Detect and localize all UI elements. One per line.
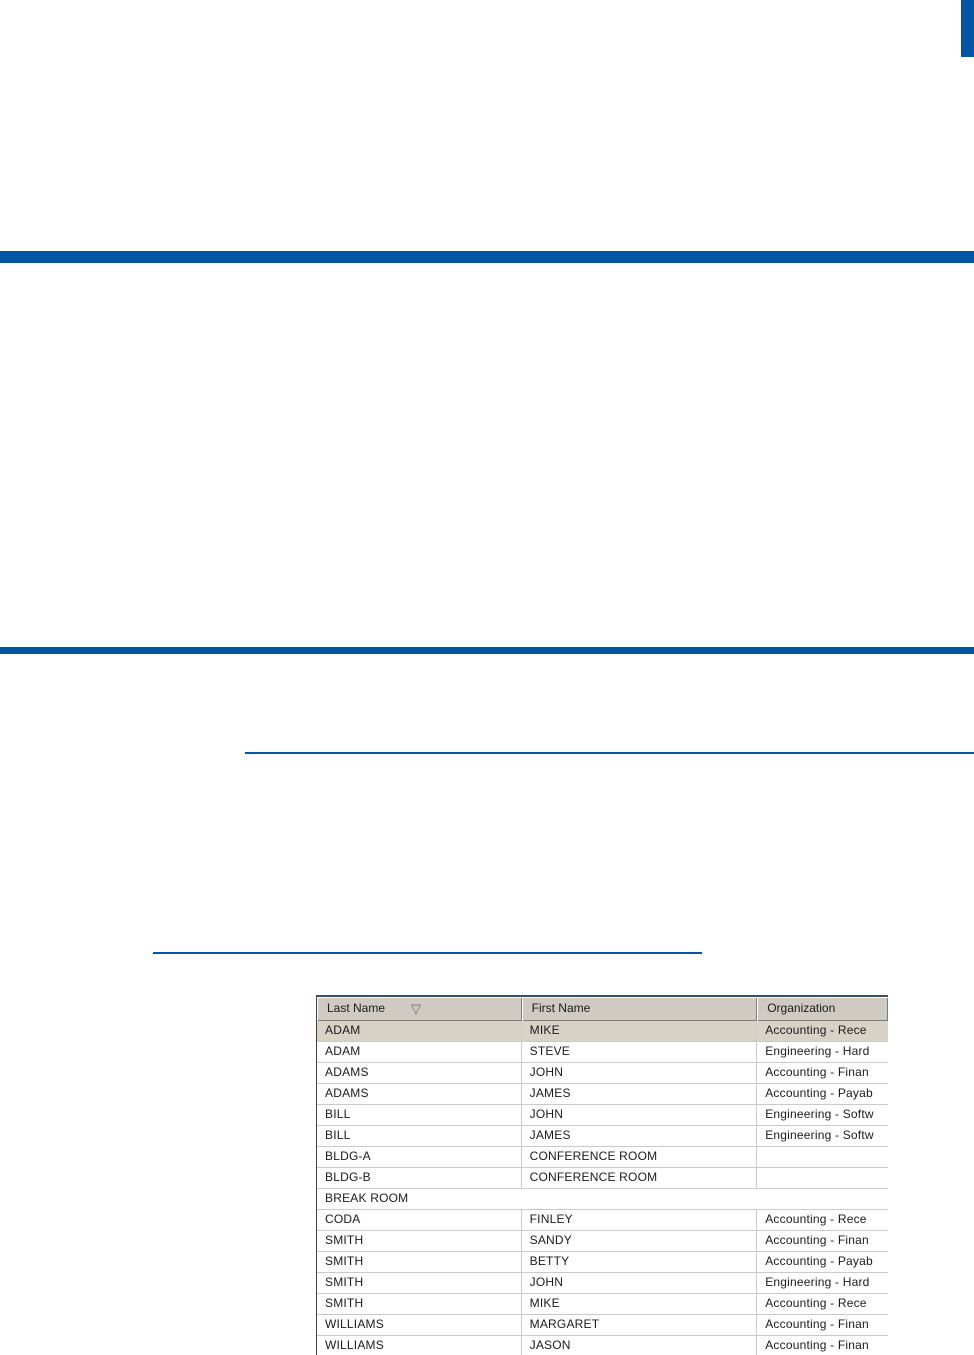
table-row[interactable]: SMITH JOHN Engineering - Hard: [317, 1273, 888, 1294]
cell-first-name: MIKE: [522, 1294, 758, 1314]
cell-organization: Engineering - Hard: [765, 1275, 870, 1289]
table-row[interactable]: BLDG-B CONFERENCE ROOM: [317, 1168, 888, 1189]
top-right-accent-bar: [961, 0, 974, 57]
cell-organization: [757, 1147, 888, 1167]
table-row[interactable]: ADAMS JOHN Accounting - Finan: [317, 1063, 888, 1084]
cell-first-name: CONFERENCE ROOM: [522, 1168, 758, 1188]
cell-organization: Engineering - Hard: [765, 1044, 870, 1058]
cell-first-name: CONFERENCE ROOM: [522, 1147, 758, 1167]
cell-first-name: SANDY: [522, 1231, 758, 1251]
contacts-table: Last Name ▽ First Name Organization ADAM …: [316, 995, 888, 1355]
cell-last-name: BLDG-B: [317, 1168, 522, 1188]
cell-first-name: MARGARET: [522, 1315, 758, 1335]
table-row[interactable]: BLDG-A CONFERENCE ROOM: [317, 1147, 888, 1168]
cell-last-name: ADAM: [317, 1021, 522, 1041]
column-header-label: First Name: [531, 1001, 591, 1015]
cell-last-name: BILL: [317, 1105, 522, 1125]
cell-organization: Accounting - Rece: [765, 1212, 867, 1226]
cell-last-name: CODA: [317, 1210, 522, 1230]
table-row[interactable]: BILL JOHN Engineering - Softw: [317, 1105, 888, 1126]
table-row[interactable]: CODA FINLEY Accounting - Rece: [317, 1210, 888, 1231]
cell-organization: Accounting - Finan: [765, 1338, 869, 1352]
cell-first-name: JOHN: [522, 1105, 758, 1125]
table-row[interactable]: SMITH MIKE Accounting - Rece: [317, 1294, 888, 1315]
cell-last-name: SMITH: [317, 1231, 522, 1251]
cell-first-name: FINLEY: [522, 1210, 758, 1230]
cell-first-name: BETTY: [522, 1252, 758, 1272]
cell-first-name: JOHN: [522, 1273, 758, 1293]
cell-organization: Accounting - Finan: [765, 1065, 869, 1079]
table-row[interactable]: WILLIAMS JASON Accounting - Finan: [317, 1336, 888, 1355]
cell-organization: Accounting - Rece: [765, 1296, 867, 1310]
cell-organization: Engineering - Softw: [765, 1128, 874, 1142]
cell-organization: Engineering - Softw: [765, 1107, 874, 1121]
cell-first-name: MIKE: [521, 1021, 758, 1041]
column-header-last-name[interactable]: Last Name ▽: [317, 997, 522, 1021]
cell-last-name: BILL: [317, 1126, 522, 1146]
column-header-organization[interactable]: Organization: [757, 997, 888, 1021]
table-row[interactable]: BILL JAMES Engineering - Softw: [317, 1126, 888, 1147]
cell-organization: [757, 1168, 888, 1188]
cell-first-name: JAMES: [522, 1084, 758, 1104]
section-divider-bar-1: [0, 251, 974, 263]
table-row[interactable]: ADAMS JAMES Accounting - Payab: [317, 1084, 888, 1105]
cell-last-name: WILLIAMS: [317, 1315, 522, 1335]
cell-last-name: BLDG-A: [317, 1147, 522, 1167]
cell-last-name: ADAMS: [317, 1084, 522, 1104]
cell-last-name: SMITH: [317, 1252, 522, 1272]
column-header-first-name[interactable]: First Name: [521, 997, 758, 1021]
section-divider-bar-2: [0, 647, 974, 654]
column-header-label: Last Name: [327, 1001, 386, 1015]
table-body: ADAM MIKE Accounting - Rece ADAM STEVE E…: [317, 1021, 888, 1355]
cell-last-name: ADAMS: [317, 1063, 522, 1083]
cell-organization: Accounting - Rece: [757, 1021, 888, 1041]
cell-last-name: WILLIAMS: [317, 1336, 522, 1355]
table-header: Last Name ▽ First Name Organization: [317, 997, 888, 1021]
column-header-label: Organization: [767, 1001, 836, 1015]
sort-descending-icon: ▽: [411, 1001, 422, 1016]
cell-first-name: JASON: [522, 1336, 758, 1355]
link-rule: [153, 952, 702, 954]
cell-organization: Accounting - Payab: [765, 1254, 873, 1268]
cell-organization: [757, 1189, 888, 1209]
cell-first-name: JAMES: [522, 1126, 758, 1146]
cell-first-name: JOHN: [522, 1063, 758, 1083]
table-row[interactable]: SMITH BETTY Accounting - Payab: [317, 1252, 888, 1273]
content-rule: [245, 752, 974, 754]
table-row[interactable]: ADAM MIKE Accounting - Rece: [317, 1021, 888, 1042]
cell-organization: Accounting - Payab: [765, 1086, 873, 1100]
table-row[interactable]: WILLIAMS MARGARET Accounting - Finan: [317, 1315, 888, 1336]
cell-last-name: SMITH: [317, 1273, 522, 1293]
cell-first-name: STEVE: [522, 1042, 758, 1062]
cell-organization: Accounting - Finan: [765, 1317, 869, 1331]
cell-first-name: [522, 1189, 758, 1209]
cell-last-name: SMITH: [317, 1294, 522, 1314]
table-row[interactable]: SMITH SANDY Accounting - Finan: [317, 1231, 888, 1252]
cell-last-name: ADAM: [317, 1042, 522, 1062]
cell-organization: Accounting - Finan: [765, 1233, 869, 1247]
table-row[interactable]: ADAM STEVE Engineering - Hard: [317, 1042, 888, 1063]
table-row[interactable]: BREAK ROOM: [317, 1189, 888, 1210]
cell-last-name: BREAK ROOM: [325, 1191, 409, 1205]
